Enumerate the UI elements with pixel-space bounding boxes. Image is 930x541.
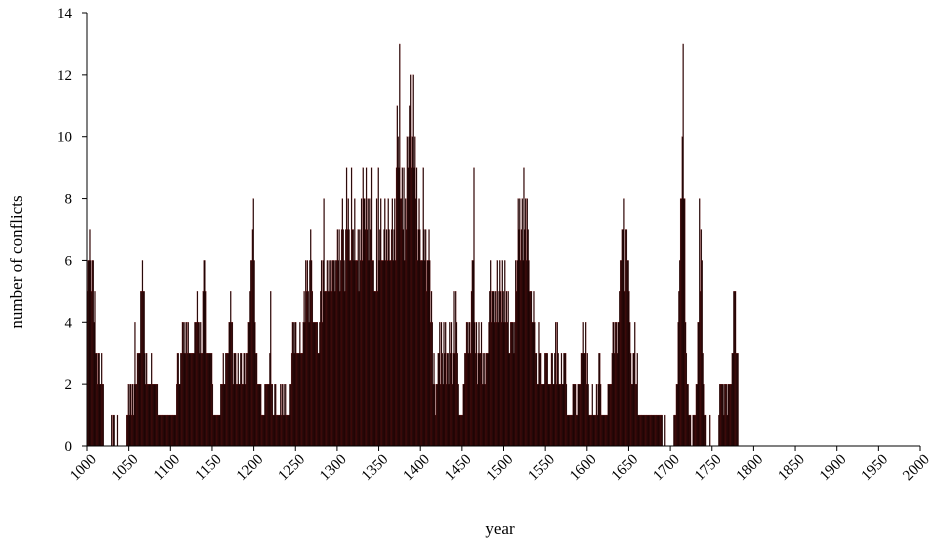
- bar: [737, 353, 739, 447]
- bar: [113, 414, 115, 447]
- x-tick-label: 1400: [401, 452, 434, 485]
- x-tick-label: 1500: [484, 452, 517, 485]
- y-tick-label: 10: [57, 130, 72, 146]
- x-tick-label: 1200: [234, 452, 267, 485]
- x-tick-label: 1800: [734, 452, 767, 485]
- x-tick-label: 1250: [276, 452, 309, 485]
- x-tick-label: 1350: [359, 452, 392, 485]
- bar: [709, 414, 711, 447]
- y-axis-ticks: 0 2 4 6 8 10 12 14: [57, 6, 87, 455]
- x-tick-label: 1700: [650, 452, 683, 485]
- bar: [111, 414, 113, 447]
- x-tick-label: 1450: [442, 452, 475, 485]
- x-tick-label: 1850: [775, 452, 808, 485]
- bar: [664, 414, 666, 447]
- bars-group: [86, 43, 739, 447]
- y-tick-label: 6: [65, 253, 73, 269]
- y-tick-label: 4: [65, 315, 73, 331]
- x-tick-label: 1650: [609, 452, 642, 485]
- x-tick-label: 1550: [525, 452, 558, 485]
- y-tick-label: 12: [57, 68, 72, 84]
- y-tick-label: 14: [57, 6, 73, 22]
- y-tick-label: 8: [65, 192, 73, 208]
- x-tick-label: 2000: [900, 452, 930, 485]
- x-tick-label: 1300: [317, 452, 350, 485]
- x-tick-label: 1150: [193, 452, 225, 484]
- y-tick-label: 2: [65, 377, 73, 393]
- bar: [116, 414, 119, 447]
- bar: [689, 414, 692, 447]
- x-tick-label: 1000: [67, 452, 100, 485]
- x-tick-label: 1750: [692, 452, 725, 485]
- bar: [661, 414, 663, 447]
- bar: [102, 384, 104, 447]
- x-tick-label: 1900: [817, 452, 850, 485]
- x-tick-label: 1100: [151, 452, 183, 484]
- bar: [704, 414, 707, 447]
- x-tick-label: 1950: [859, 452, 892, 485]
- x-axis-ticks: 1000 1050 1100 1150 1200 1250 1300 1350 1400 1450…: [67, 446, 930, 484]
- x-tick-label: 1050: [109, 452, 142, 485]
- y-tick-label: 0: [65, 439, 73, 455]
- y-axis-title: number of conflicts: [7, 195, 26, 328]
- x-axis-title: year: [485, 519, 515, 538]
- x-tick-label: 1600: [567, 452, 600, 485]
